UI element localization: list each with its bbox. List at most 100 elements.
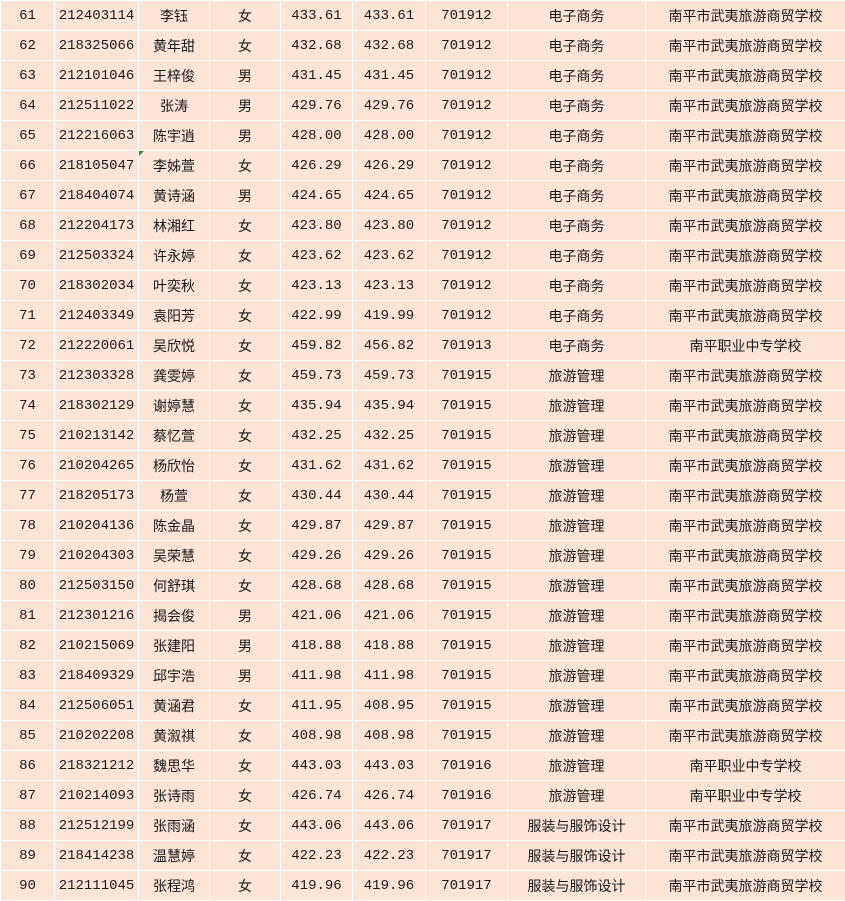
cell-school-name[interactable]: 南平市武夷旅游商贸学校 bbox=[645, 810, 845, 841]
cell-adjusted-score[interactable]: 419.99 bbox=[352, 300, 426, 331]
cell-major[interactable]: 旅游管理 bbox=[507, 660, 646, 691]
cell-student-name[interactable]: 张涛 bbox=[138, 90, 210, 121]
cell-student-name[interactable]: 揭会俊 bbox=[138, 600, 210, 631]
cell-school-code[interactable]: 701912 bbox=[425, 240, 508, 271]
cell-row-number[interactable]: 69 bbox=[0, 240, 55, 271]
cell-major[interactable]: 电子商务 bbox=[507, 30, 646, 61]
cell-school-code[interactable]: 701912 bbox=[425, 180, 508, 211]
cell-student-name[interactable]: 温慧婷 bbox=[138, 840, 210, 871]
cell-major[interactable]: 旅游管理 bbox=[507, 600, 646, 631]
cell-student-name[interactable]: 邱宇浩 bbox=[138, 660, 210, 691]
cell-score[interactable]: 424.65 bbox=[280, 180, 353, 211]
cell-gender[interactable]: 女 bbox=[209, 390, 281, 421]
cell-school-code[interactable]: 701915 bbox=[425, 450, 508, 481]
cell-adjusted-score[interactable]: 411.98 bbox=[352, 660, 426, 691]
cell-major[interactable]: 旅游管理 bbox=[507, 510, 646, 541]
cell-score[interactable]: 408.98 bbox=[280, 720, 353, 751]
cell-gender[interactable]: 女 bbox=[209, 570, 281, 601]
cell-school-name[interactable]: 南平市武夷旅游商贸学校 bbox=[645, 720, 845, 751]
cell-school-code[interactable]: 701916 bbox=[425, 780, 508, 811]
cell-student-name[interactable]: 吴欣悦 bbox=[138, 330, 210, 361]
cell-student-name[interactable]: 黄诗涵 bbox=[138, 180, 210, 211]
cell-gender[interactable]: 女 bbox=[209, 270, 281, 301]
cell-adjusted-score[interactable]: 423.13 bbox=[352, 270, 426, 301]
cell-major[interactable]: 旅游管理 bbox=[507, 540, 646, 571]
cell-score[interactable]: 419.96 bbox=[280, 870, 353, 901]
cell-school-code[interactable]: 701913 bbox=[425, 330, 508, 361]
cell-row-number[interactable]: 66 bbox=[0, 150, 55, 181]
cell-gender[interactable]: 女 bbox=[209, 300, 281, 331]
cell-row-number[interactable]: 87 bbox=[0, 780, 55, 811]
cell-school-code[interactable]: 701915 bbox=[425, 630, 508, 661]
cell-major[interactable]: 旅游管理 bbox=[507, 750, 646, 781]
cell-student-name[interactable]: 龚雯婷 bbox=[138, 360, 210, 391]
cell-score[interactable]: 422.23 bbox=[280, 840, 353, 871]
cell-score[interactable]: 422.99 bbox=[280, 300, 353, 331]
cell-student-id[interactable]: 212303328 bbox=[54, 360, 139, 391]
cell-adjusted-score[interactable]: 431.62 bbox=[352, 450, 426, 481]
cell-student-name[interactable]: 林湘红 bbox=[138, 210, 210, 241]
cell-student-id[interactable]: 210204136 bbox=[54, 510, 139, 541]
cell-row-number[interactable]: 82 bbox=[0, 630, 55, 661]
cell-student-id[interactable]: 212216063 bbox=[54, 120, 139, 151]
cell-adjusted-score[interactable]: 431.45 bbox=[352, 60, 426, 91]
cell-gender[interactable]: 女 bbox=[209, 840, 281, 871]
cell-gender[interactable]: 女 bbox=[209, 690, 281, 721]
cell-score[interactable]: 423.80 bbox=[280, 210, 353, 241]
cell-student-id[interactable]: 218105047 bbox=[54, 150, 139, 181]
cell-gender[interactable]: 男 bbox=[209, 600, 281, 631]
cell-gender[interactable]: 女 bbox=[209, 540, 281, 571]
cell-adjusted-score[interactable]: 419.96 bbox=[352, 870, 426, 901]
cell-student-name[interactable]: 杨欣怡 bbox=[138, 450, 210, 481]
cell-major[interactable]: 旅游管理 bbox=[507, 570, 646, 601]
cell-gender[interactable]: 男 bbox=[209, 180, 281, 211]
cell-student-id[interactable]: 210213142 bbox=[54, 420, 139, 451]
cell-adjusted-score[interactable]: 424.65 bbox=[352, 180, 426, 211]
cell-adjusted-score[interactable]: 430.44 bbox=[352, 480, 426, 511]
cell-school-name[interactable]: 南平市武夷旅游商贸学校 bbox=[645, 0, 845, 31]
cell-gender[interactable]: 女 bbox=[209, 210, 281, 241]
cell-major[interactable]: 旅游管理 bbox=[507, 390, 646, 421]
cell-score[interactable]: 432.68 bbox=[280, 30, 353, 61]
cell-row-number[interactable]: 76 bbox=[0, 450, 55, 481]
cell-school-name[interactable]: 南平市武夷旅游商贸学校 bbox=[645, 660, 845, 691]
cell-student-id[interactable]: 212403114 bbox=[54, 0, 139, 31]
cell-score[interactable]: 429.76 bbox=[280, 90, 353, 121]
cell-student-id[interactable]: 210214093 bbox=[54, 780, 139, 811]
cell-student-id[interactable]: 218205173 bbox=[54, 480, 139, 511]
cell-score[interactable]: 459.73 bbox=[280, 360, 353, 391]
cell-student-name[interactable]: 吴荣慧 bbox=[138, 540, 210, 571]
cell-student-name[interactable]: 杨萱 bbox=[138, 480, 210, 511]
cell-major[interactable]: 旅游管理 bbox=[507, 450, 646, 481]
cell-row-number[interactable]: 68 bbox=[0, 210, 55, 241]
cell-adjusted-score[interactable]: 422.23 bbox=[352, 840, 426, 871]
cell-row-number[interactable]: 85 bbox=[0, 720, 55, 751]
cell-school-name[interactable]: 南平市武夷旅游商贸学校 bbox=[645, 510, 845, 541]
cell-gender[interactable]: 女 bbox=[209, 750, 281, 781]
cell-major[interactable]: 旅游管理 bbox=[507, 420, 646, 451]
cell-gender[interactable]: 女 bbox=[209, 330, 281, 361]
cell-school-name[interactable]: 南平市武夷旅游商贸学校 bbox=[645, 840, 845, 871]
cell-school-code[interactable]: 701917 bbox=[425, 810, 508, 841]
cell-school-name[interactable]: 南平市武夷旅游商贸学校 bbox=[645, 360, 845, 391]
cell-major[interactable]: 电子商务 bbox=[507, 150, 646, 181]
cell-school-code[interactable]: 701917 bbox=[425, 840, 508, 871]
cell-school-code[interactable]: 701912 bbox=[425, 60, 508, 91]
cell-student-name[interactable]: 叶奕秋 bbox=[138, 270, 210, 301]
cell-school-name[interactable]: 南平市武夷旅游商贸学校 bbox=[645, 480, 845, 511]
cell-gender[interactable]: 男 bbox=[209, 90, 281, 121]
cell-school-name[interactable]: 南平市武夷旅游商贸学校 bbox=[645, 180, 845, 211]
cell-score[interactable]: 423.13 bbox=[280, 270, 353, 301]
cell-adjusted-score[interactable]: 429.26 bbox=[352, 540, 426, 571]
cell-gender[interactable]: 男 bbox=[209, 60, 281, 91]
cell-major[interactable]: 旅游管理 bbox=[507, 780, 646, 811]
cell-school-code[interactable]: 701912 bbox=[425, 270, 508, 301]
cell-student-id[interactable]: 212512199 bbox=[54, 810, 139, 841]
cell-school-name[interactable]: 南平市武夷旅游商贸学校 bbox=[645, 120, 845, 151]
cell-student-id[interactable]: 212503150 bbox=[54, 570, 139, 601]
cell-school-name[interactable]: 南平市武夷旅游商贸学校 bbox=[645, 540, 845, 571]
cell-school-code[interactable]: 701915 bbox=[425, 660, 508, 691]
cell-student-name[interactable]: 李钰 bbox=[138, 0, 210, 31]
cell-gender[interactable]: 女 bbox=[209, 240, 281, 271]
cell-school-name[interactable]: 南平市武夷旅游商贸学校 bbox=[645, 210, 845, 241]
